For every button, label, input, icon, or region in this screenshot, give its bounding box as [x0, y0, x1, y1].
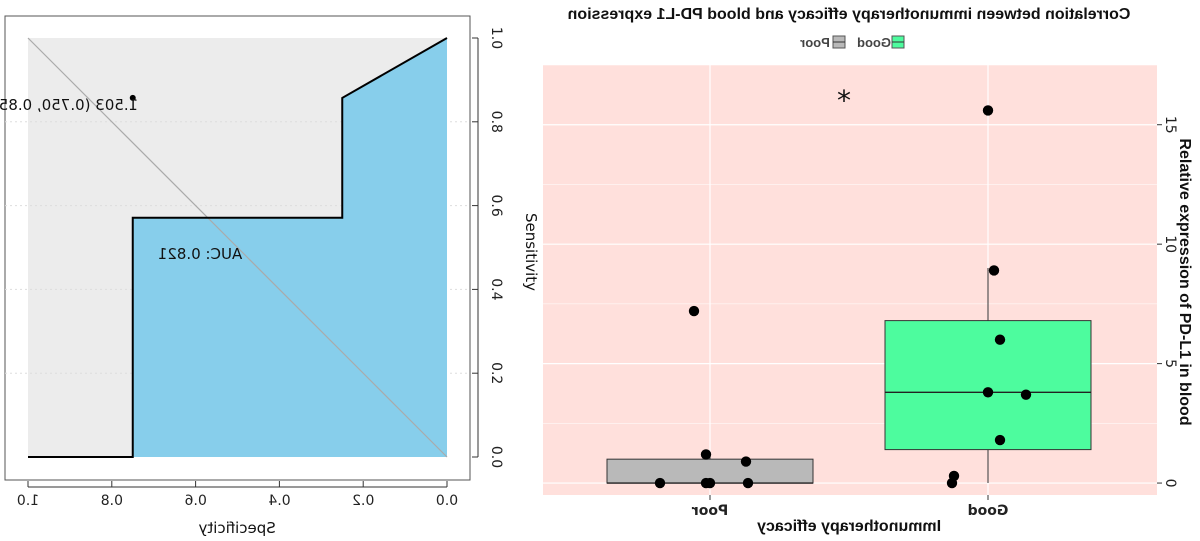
boxplot-y-axis-title: Relative expression of PD-L1 in blood [1176, 138, 1193, 425]
box-good [884, 320, 1092, 451]
data-point-poor [688, 305, 700, 317]
roc-x-tick-label: 0.0 [436, 493, 458, 509]
boxplot-legend: Good Poor [800, 35, 905, 50]
roc-y-tick-label: 0.2 [488, 362, 504, 384]
data-point-good [1020, 389, 1032, 400]
roc-diagonal-line [27, 37, 448, 458]
data-point-poor [704, 477, 716, 489]
boxplot-y-tick-label: 10 [1162, 235, 1178, 253]
data-point-good [982, 387, 994, 398]
roc-y-tick-label: 0.0 [488, 446, 504, 468]
data-point-good [994, 334, 1006, 345]
roc-x-tick-label: 0.4 [268, 493, 290, 509]
roc-best-threshold-label: 1.503 (0.750, 0.857) [0, 96, 138, 114]
legend-label-poor: Poor [800, 35, 830, 50]
data-point-good [946, 477, 958, 489]
roc-y-axis-title: Sensitivity [522, 213, 540, 291]
boxplot-x-axis-title: Immunotherapy efficacy [757, 518, 941, 535]
roc-x-tick-label: 0.6 [184, 493, 206, 509]
boxplot-y-tick-label: 0 [1162, 479, 1178, 488]
roc-y-tick-label: 0.6 [488, 194, 504, 216]
roc-best-threshold-point [129, 94, 136, 101]
data-point-good [982, 105, 994, 116]
data-point-good [988, 265, 1000, 276]
roc-y-tick-label: 0.8 [488, 111, 504, 133]
boxplot-x-tick-label: Good [968, 503, 1009, 519]
legend-label-good: Good [857, 35, 891, 50]
roc-curve-line [28, 37, 448, 458]
significance-marker: * [837, 84, 851, 117]
data-point-poor [742, 477, 754, 489]
data-point-poor [654, 477, 666, 489]
roc-y-tick-label: 1.0 [488, 27, 504, 49]
boxplot-title: Correlation between immunotherapy effica… [568, 6, 1131, 23]
data-point-poor [740, 456, 752, 467]
roc-y-tick-label: 0.4 [488, 278, 504, 300]
roc-x-tick-label: 0.8 [101, 493, 123, 509]
roc-auc-label: AUC: 0.821 [158, 245, 242, 263]
roc-x-tick-label: 0.2 [352, 493, 374, 509]
data-point-good [994, 434, 1006, 446]
roc-x-tick-label: 1.0 [17, 493, 39, 509]
roc-chart: 1.503 (0.750, 0.857) AUC: 0.821 1.0 0.8 0.… [0, 15, 540, 537]
boxplot-chart: Correlation between immunotherapy effica… [543, 6, 1193, 535]
boxplot-y-tick-label: 15 [1162, 116, 1178, 134]
boxplot-y-tick-label: 5 [1162, 359, 1178, 368]
boxplot-x-tick-label: Poor [692, 503, 728, 519]
data-point-poor [700, 449, 712, 460]
roc-x-axis-title: Specificity [198, 519, 275, 537]
